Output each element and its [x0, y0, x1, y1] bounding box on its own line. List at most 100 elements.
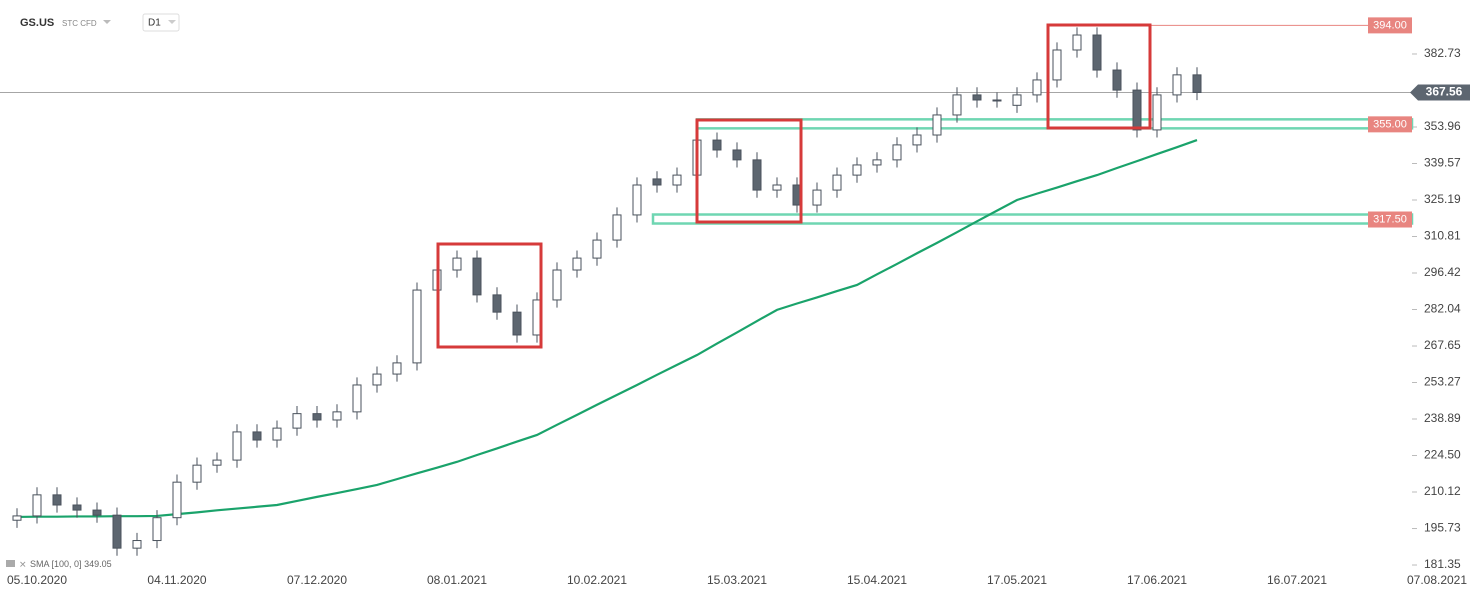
- x-tick-label: 08.01.2021: [427, 573, 487, 587]
- level-label: 394.00: [1373, 19, 1407, 31]
- candle-body: [372, 373, 382, 386]
- legend-params: [100, 0]: [52, 559, 82, 569]
- y-tick-label: 224.50: [1424, 448, 1461, 462]
- candle-body: [452, 257, 462, 271]
- highlight-box: [695, 118, 803, 224]
- legend-close[interactable]: ✕: [19, 559, 27, 569]
- y-tick-label: 310.81: [1424, 229, 1461, 243]
- timeframe-select[interactable]: [142, 13, 180, 32]
- candle-body: [552, 269, 562, 301]
- sma-line: [16, 139, 1198, 519]
- candle-body: [772, 184, 782, 191]
- candle-body: [732, 149, 742, 161]
- legend-text: SMA [100, 0] 349.05: [30, 559, 112, 569]
- candle-body: [512, 311, 522, 336]
- legend-name: SMA: [30, 559, 50, 569]
- candle-body: [672, 174, 682, 186]
- candle-body: [712, 139, 722, 151]
- candle-body: [852, 164, 862, 176]
- candle-body: [752, 159, 762, 191]
- candle-body: [952, 94, 962, 116]
- y-tick-label: 353.96: [1424, 119, 1461, 133]
- candle-body: [1052, 49, 1062, 81]
- candle-body: [632, 184, 642, 216]
- candle-body: [252, 431, 262, 441]
- candle-body: [392, 362, 402, 375]
- symbol-dropdown[interactable]: [103, 20, 111, 24]
- instrument-type: STC CFD: [62, 19, 97, 28]
- candle-body: [1152, 94, 1162, 131]
- candle-body: [572, 257, 582, 271]
- plot-area: 181.35 195.73 210.12 224.50 238.89 253.27 267.…: [0, 17, 1470, 587]
- legend-icon[interactable]: [6, 560, 15, 567]
- x-tick-label: 04.11.2020: [147, 573, 206, 587]
- candle-body: [192, 464, 202, 483]
- candle-body: [312, 413, 322, 421]
- x-tick-label: 10.02.2021: [567, 573, 627, 587]
- candle-body: [412, 289, 422, 364]
- y-tick-label: 282.04: [1424, 302, 1461, 316]
- y-tick-label: 267.65: [1424, 338, 1461, 352]
- last-price-label: 367.56: [1426, 85, 1463, 99]
- level-label-box: [1368, 116, 1412, 133]
- timeframe-arrow: [168, 20, 176, 24]
- highlight-box: [1046, 23, 1152, 130]
- candle-body: [332, 411, 342, 421]
- candle-body: [112, 514, 122, 549]
- candle-body: [612, 214, 622, 241]
- candle-body: [1172, 74, 1182, 96]
- level-label-box: [1368, 211, 1412, 228]
- y-tick-label: 339.57: [1424, 156, 1461, 170]
- candle-body: [352, 384, 362, 413]
- candle-body: [892, 144, 902, 161]
- candle-body: [992, 99, 1002, 102]
- level-label: 317.50: [1373, 213, 1407, 225]
- y-tick-label: 253.27: [1424, 375, 1461, 389]
- candle-body: [972, 94, 982, 101]
- candle-body: [1072, 34, 1082, 51]
- x-tick-label: 16.07.2021: [1267, 573, 1327, 587]
- x-tick-label: 17.05.2021: [987, 573, 1047, 587]
- candle-body: [212, 459, 222, 466]
- level-label: 355.00: [1373, 118, 1407, 130]
- y-tick-label: 296.42: [1424, 265, 1461, 279]
- candle-body: [1092, 34, 1102, 71]
- last-price-box: [1410, 84, 1470, 101]
- candle-body: [652, 178, 662, 186]
- candle-body: [1012, 94, 1022, 106]
- candle-body: [472, 257, 482, 296]
- candle-body: [1132, 89, 1142, 131]
- x-tick-label: 15.04.2021: [847, 573, 907, 587]
- candle-body: [932, 114, 942, 136]
- candle-body: [52, 494, 62, 506]
- candle-body: [812, 189, 822, 206]
- level-label-box: [1368, 17, 1412, 34]
- candle-body: [832, 174, 842, 191]
- y-tick-label: 382.73: [1424, 46, 1461, 60]
- candle-body: [272, 427, 282, 441]
- candle-body: [1192, 74, 1202, 93]
- candle-body: [1112, 69, 1122, 91]
- y-tick-label: 325.19: [1424, 192, 1461, 206]
- x-tick-label: 15.03.2021: [707, 573, 767, 587]
- candle-body: [72, 504, 82, 511]
- symbol: GS.US: [20, 17, 54, 29]
- legend-value: 349.05: [84, 559, 112, 569]
- x-tick-label: 07.08.2021: [1407, 573, 1467, 587]
- candle-body: [912, 134, 922, 146]
- y-tick-label: 238.89: [1424, 411, 1461, 425]
- candle-body: [1032, 79, 1042, 96]
- indicator-legend: ✕ SMA [100, 0] 349.05: [6, 559, 112, 569]
- candle-body: [12, 515, 22, 521]
- timeframe: D1: [148, 18, 161, 29]
- candle-body: [872, 159, 882, 166]
- candle-body: [592, 239, 602, 259]
- candle-body: [92, 509, 102, 516]
- candle-body: [172, 481, 182, 519]
- x-tick-label: 05.10.2020: [7, 573, 67, 587]
- candle-body: [32, 494, 42, 517]
- highlight-box: [436, 242, 543, 349]
- candle-body: [132, 540, 142, 549]
- y-tick-label: 181.35: [1424, 557, 1461, 571]
